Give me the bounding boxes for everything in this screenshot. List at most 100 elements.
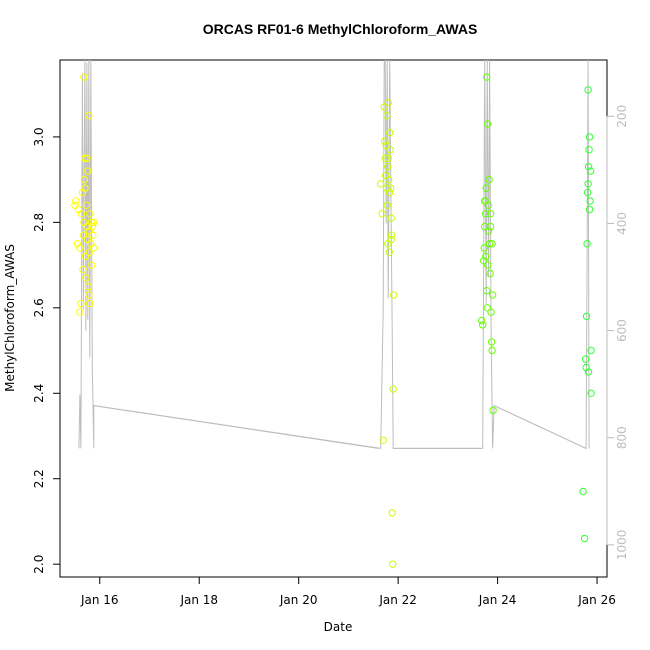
- data-point: [480, 244, 488, 252]
- data-point: [386, 128, 394, 137]
- data-point: [487, 308, 495, 316]
- data-point: [85, 291, 93, 299]
- altitude-line-layer: [78, 59, 590, 450]
- data-point: [386, 146, 394, 154]
- data-point: [379, 436, 387, 444]
- y-axis-right: 200 400 600 800 1000: [606, 105, 629, 560]
- data-point: [583, 188, 592, 197]
- data-point: [84, 167, 92, 175]
- data-point: [488, 346, 496, 355]
- data-point: [584, 368, 593, 376]
- data-point: [387, 214, 395, 222]
- y-tick-label: 2.0: [32, 555, 46, 574]
- data-point: [485, 240, 494, 248]
- data-point: [380, 103, 388, 111]
- y-tick-label: 2.2: [32, 469, 46, 488]
- data-point: [73, 240, 82, 248]
- data-point: [388, 509, 396, 517]
- x-axis: Jan 16 Jan 18 Jan 20 Jan 22 Jan 24 Jan 26: [80, 576, 616, 607]
- y-right-tick-label: 400: [615, 212, 629, 235]
- data-point: [582, 312, 591, 321]
- data-point: [384, 99, 392, 107]
- x-tick-label: Jan 20: [279, 593, 318, 607]
- data-point: [584, 180, 592, 188]
- data-point: [86, 299, 94, 308]
- data-point: [81, 252, 90, 261]
- data-point: [586, 167, 595, 175]
- data-point: [87, 240, 95, 248]
- data-point: [90, 218, 98, 227]
- data-point: [580, 534, 589, 543]
- y-tick-label: 2.6: [32, 298, 46, 317]
- y-right-tick-label: 600: [615, 319, 629, 342]
- data-point: [71, 201, 79, 210]
- data-point: [88, 222, 97, 231]
- data-point: [80, 73, 88, 81]
- data-point: [384, 154, 392, 163]
- data-point: [81, 184, 89, 192]
- y-axis: 2.0 2.2 2.4 2.6 2.8 3.0: [32, 127, 61, 574]
- data-point: [581, 355, 590, 363]
- data-point: [585, 205, 594, 214]
- data-point: [76, 308, 84, 316]
- y-axis-label: MethylChloroform_AWAS: [3, 244, 17, 392]
- data-point: [489, 406, 497, 415]
- data-point: [381, 137, 389, 145]
- data-point: [587, 389, 595, 397]
- chart-title: ORCAS RF01-6 MethylChloroform_AWAS: [203, 21, 478, 37]
- data-point: [480, 257, 488, 265]
- data-point: [387, 184, 395, 192]
- data-point: [486, 269, 494, 278]
- data-point: [579, 487, 587, 496]
- plot-frame: [59, 59, 608, 578]
- data-point: [486, 210, 495, 218]
- altitude-segment-2: [493, 405, 587, 449]
- data-point: [389, 560, 397, 568]
- data-point: [481, 197, 489, 205]
- x-tick-label: Jan 26: [577, 593, 616, 607]
- data-point: [381, 154, 389, 163]
- x-tick-label: Jan 22: [378, 593, 417, 607]
- data-point: [385, 248, 393, 257]
- y-tick-label: 2.4: [32, 384, 46, 403]
- data-point: [585, 133, 594, 141]
- data-point: [488, 291, 497, 299]
- data-point: [378, 210, 386, 218]
- data-point: [478, 316, 486, 325]
- data-point: [488, 240, 496, 248]
- data-point: [87, 218, 96, 227]
- data-point: [583, 240, 591, 248]
- data-point: [377, 180, 385, 188]
- y-tick-label: 3.0: [32, 127, 46, 146]
- data-point: [383, 201, 391, 210]
- data-point: [487, 338, 496, 346]
- data-point: [387, 235, 395, 244]
- data-point: [585, 146, 593, 154]
- x-tick-label: Jan 16: [80, 593, 119, 607]
- data-point: [82, 201, 91, 210]
- data-point: [84, 282, 93, 291]
- data-point: [79, 265, 87, 274]
- data-point: [485, 175, 493, 184]
- data-point: [77, 299, 85, 308]
- data-point: [482, 252, 490, 261]
- data-point: [89, 231, 97, 239]
- data-point: [80, 175, 89, 184]
- x-tick-label: Jan 18: [179, 593, 218, 607]
- data-point: [382, 141, 390, 150]
- data-point: [386, 188, 394, 197]
- x-tick-label: Jan 24: [478, 593, 517, 607]
- data-point: [79, 231, 88, 239]
- data-point: [72, 197, 80, 205]
- data-point: [390, 291, 398, 299]
- data-point: [384, 163, 392, 171]
- y-tick-label: 2.8: [32, 213, 46, 232]
- data-point: [89, 244, 98, 252]
- data-point: [483, 304, 491, 312]
- data-point: [482, 184, 490, 192]
- data-point: [83, 222, 91, 231]
- data-point: [483, 287, 491, 295]
- data-point: [484, 120, 492, 128]
- data-point: [88, 261, 96, 269]
